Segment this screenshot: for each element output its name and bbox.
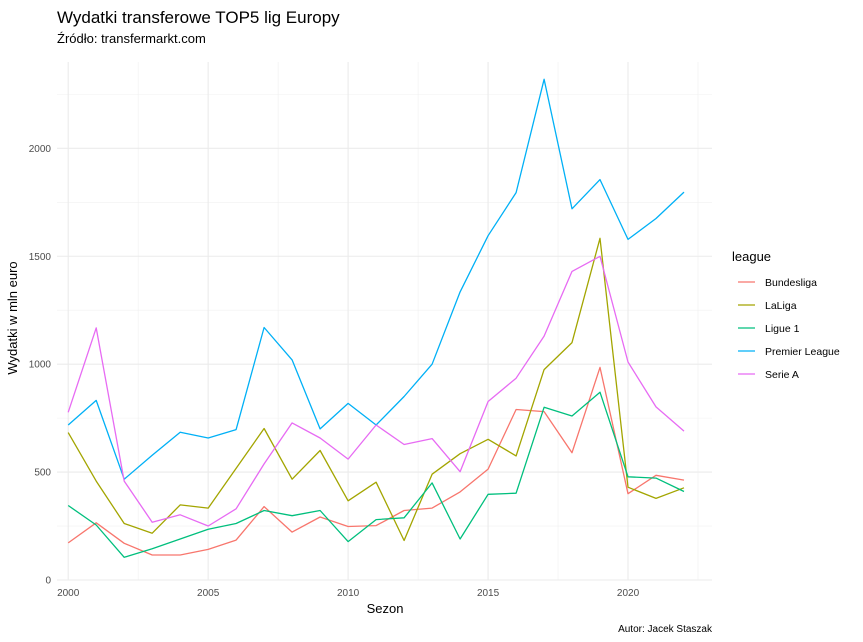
legend-label: Bundesliga	[765, 277, 817, 289]
chart-caption: Autor: Jacek Staszak	[618, 624, 713, 635]
axis-ticks: 0 500 1000 1500 2000 2000 2005 2010 2015 2020	[29, 144, 640, 599]
x-tick-label: 2010	[337, 588, 360, 599]
series-line-bundesliga	[67, 366, 685, 556]
x-tick-label: 2000	[57, 588, 80, 599]
series-line-ligue-1	[67, 391, 685, 558]
legend-label: LaLiga	[765, 300, 797, 312]
x-tick-label: 2020	[617, 588, 640, 599]
series-line-premier-league	[67, 78, 685, 480]
legend-label: Serie A	[765, 369, 799, 381]
y-tick-label: 1500	[29, 252, 52, 263]
legend-title: league	[732, 249, 771, 264]
chart-subtitle: Źródło: transfermarkt.com	[57, 31, 206, 46]
y-tick-label: 500	[34, 468, 51, 479]
series-line-serie-a	[67, 255, 685, 527]
series-line-laliga	[67, 237, 685, 542]
legend-label: Premier League	[765, 346, 840, 358]
x-axis-title: Sezon	[367, 601, 404, 616]
legend-label: Ligue 1	[765, 323, 800, 335]
x-tick-label: 2005	[197, 588, 220, 599]
chart-title: Wydatki transferowe TOP5 lig Europy	[57, 8, 340, 27]
grid	[57, 62, 712, 581]
legend: league Bundesliga LaLiga Ligue 1 Premier Le…	[732, 249, 840, 381]
x-tick-label: 2015	[477, 588, 500, 599]
y-tick-label: 0	[45, 576, 51, 587]
y-tick-label: 2000	[29, 144, 52, 155]
y-axis-title: Wydatki w mln euro	[5, 261, 20, 374]
series-lines	[67, 78, 685, 558]
y-tick-label: 1000	[29, 360, 52, 371]
